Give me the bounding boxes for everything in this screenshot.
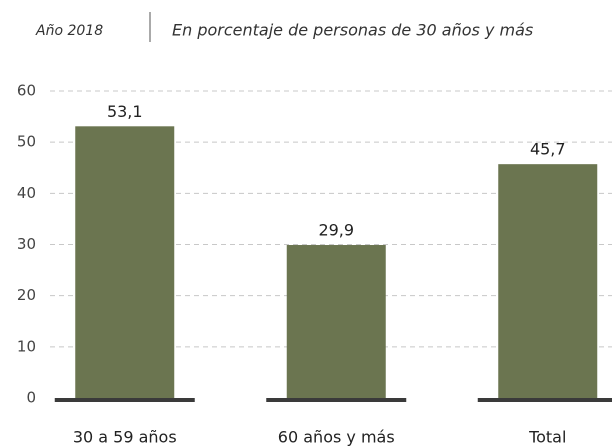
chart-title: Año 2018: [35, 23, 103, 39]
data-label: 45,7: [530, 140, 566, 159]
y-tick-label: 60: [17, 82, 36, 100]
y-tick-label: 30: [17, 235, 36, 253]
chart-subtitle: En porcentaje de personas de 30 años y m…: [172, 21, 533, 40]
bar: [75, 126, 175, 399]
data-label: 53,1: [107, 102, 143, 121]
bar: [286, 245, 386, 398]
y-tick-label: 40: [17, 184, 36, 202]
y-tick-label: 0: [26, 389, 36, 407]
x-tick-label: Total: [528, 428, 566, 447]
y-tick-label: 20: [17, 286, 36, 304]
data-label: 29,9: [318, 221, 354, 240]
x-tick-label: 30 a 59 años: [73, 428, 177, 447]
y-tick-label: 50: [17, 133, 36, 151]
x-tick-label: 60 años y más: [278, 428, 395, 447]
bar: [498, 164, 598, 398]
y-tick-label: 10: [17, 337, 36, 355]
